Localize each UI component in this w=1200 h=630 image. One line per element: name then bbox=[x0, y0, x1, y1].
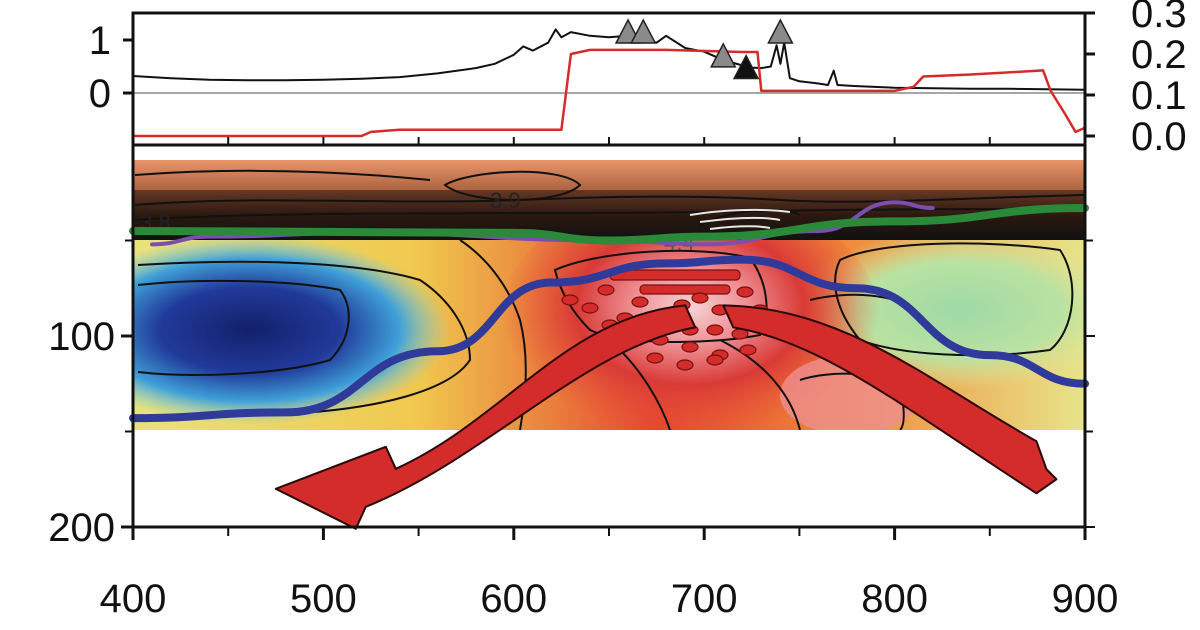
top-panel-frame bbox=[131, 11, 1087, 147]
melt-dot bbox=[739, 344, 757, 356]
top-series-red-line bbox=[133, 48, 1085, 138]
station-triangle-marker bbox=[767, 18, 794, 44]
station-triangle-marker bbox=[732, 53, 760, 80]
melt-dot bbox=[706, 354, 724, 366]
x-tick-label: 500 bbox=[290, 577, 357, 621]
lab-blue-line bbox=[129, 255, 1089, 423]
station-triangle-marker bbox=[710, 42, 737, 68]
flow-arrow-east bbox=[722, 304, 1058, 495]
melt-dot bbox=[706, 324, 724, 336]
top-right-tick-label: 0.0 bbox=[1131, 115, 1187, 159]
flow-arrow-west bbox=[274, 304, 697, 530]
melt-dot bbox=[646, 352, 664, 364]
melt-dot bbox=[581, 302, 599, 314]
top-right-tick-label: 0.2 bbox=[1131, 33, 1187, 77]
melt-dot bbox=[736, 286, 754, 298]
fast-anomaly-center bbox=[500, 190, 880, 430]
x-tick-label: 700 bbox=[671, 577, 738, 621]
x-tick-label: 800 bbox=[861, 577, 928, 621]
station-triangle-marker bbox=[630, 18, 657, 44]
melt-dot bbox=[691, 292, 709, 304]
melt-dot bbox=[561, 294, 579, 306]
moho-green-line bbox=[129, 204, 1089, 245]
x-tick-label: 900 bbox=[1052, 577, 1119, 621]
crust-streaks bbox=[689, 208, 791, 230]
crust-edge-fade bbox=[133, 160, 1085, 190]
contour-label-39: 3.9 bbox=[490, 188, 521, 213]
top-left-tick-label: 0 bbox=[89, 72, 111, 116]
melt-dot bbox=[631, 296, 649, 308]
melt-lens bbox=[639, 284, 731, 295]
top-left-tick-label: 1 bbox=[89, 19, 111, 63]
top-right-tick-label: 0.1 bbox=[1131, 74, 1187, 118]
top-panel: 0 1 0.00.10.20.3 bbox=[89, 0, 1187, 159]
top-series-black-line bbox=[133, 28, 1085, 91]
contour-lines bbox=[134, 169, 1085, 430]
melt-dot bbox=[597, 284, 615, 296]
x-tick-label: 400 bbox=[100, 577, 167, 621]
melt-dot bbox=[681, 341, 699, 353]
y-tick-label: 200 bbox=[48, 506, 115, 550]
top-right-tick-label: 0.3 bbox=[1131, 0, 1187, 36]
y-tick-label: 100 bbox=[48, 315, 115, 359]
melt-lens bbox=[609, 269, 741, 281]
x-tick-label: 600 bbox=[480, 577, 547, 621]
melt-dot bbox=[676, 359, 694, 371]
